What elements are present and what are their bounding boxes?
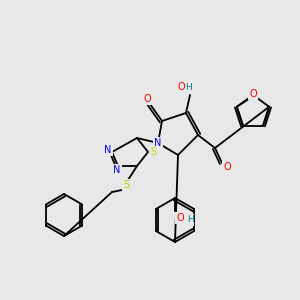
Text: H: H: [187, 215, 194, 224]
Text: N: N: [154, 138, 162, 148]
Text: S: S: [123, 180, 129, 190]
Text: O: O: [177, 82, 185, 92]
Text: S: S: [150, 147, 156, 157]
Text: O: O: [249, 89, 257, 99]
Text: O: O: [223, 162, 231, 172]
Text: N: N: [104, 145, 112, 155]
Text: N: N: [113, 165, 121, 175]
Text: H: H: [186, 82, 192, 91]
Text: O: O: [176, 213, 184, 223]
Text: O: O: [143, 94, 151, 104]
